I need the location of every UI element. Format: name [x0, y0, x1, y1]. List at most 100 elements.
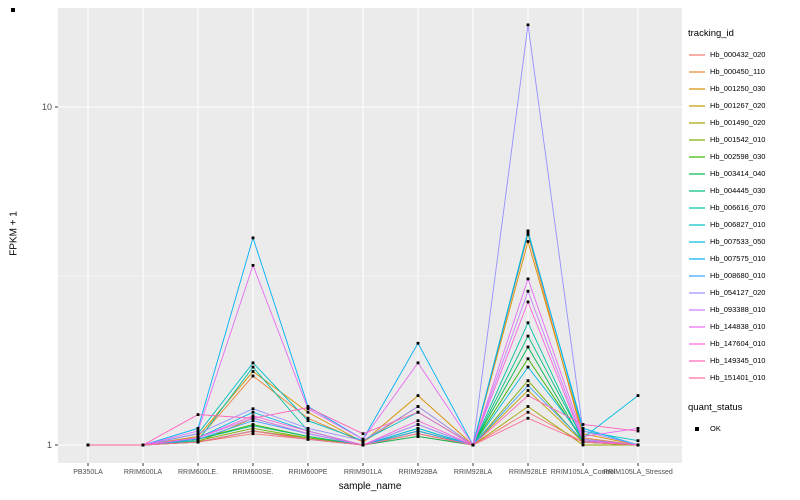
data-point — [251, 410, 255, 414]
legend-item-Hb_093388_010: Hb_093388_010 — [688, 301, 798, 318]
data-point — [361, 432, 365, 436]
data-point — [251, 365, 255, 369]
legend-item-Hb_147604_010: Hb_147604_010 — [688, 335, 798, 352]
legend-item-quant-OK: OK — [688, 420, 798, 437]
data-point — [581, 443, 585, 447]
data-point — [526, 277, 530, 281]
data-point — [526, 384, 530, 387]
data-point — [526, 289, 530, 293]
data-point — [306, 426, 310, 430]
legend-key-line — [689, 291, 705, 294]
data-point — [361, 437, 365, 441]
legend-item-Hb_054127_020: Hb_054127_020 — [688, 284, 798, 301]
legend-item-Hb_003414_040: Hb_003414_040 — [688, 165, 798, 182]
legend-label: Hb_002598_030 — [710, 152, 766, 161]
data-point — [251, 432, 255, 436]
legend-item-Hb_149345_010: Hb_149345_010 — [688, 352, 798, 369]
data-point — [636, 443, 640, 447]
data-point — [251, 370, 255, 373]
legend-item-Hb_001250_030: Hb_001250_030 — [688, 80, 798, 97]
data-point — [86, 443, 90, 447]
legend-label: Hb_004445_030 — [710, 186, 766, 195]
data-point — [581, 435, 585, 438]
legend-key-line — [689, 206, 705, 209]
data-point — [526, 334, 530, 338]
data-point — [306, 406, 310, 410]
data-point — [581, 423, 585, 426]
legend-label: Hb_149345_010 — [710, 356, 766, 365]
legend-label: Hb_000450_110 — [710, 67, 765, 76]
data-point — [306, 429, 310, 433]
data-point — [251, 361, 255, 365]
data-point — [526, 389, 530, 392]
x-tick-label: RRIM600SE. — [233, 469, 274, 476]
data-point — [636, 439, 640, 443]
data-point — [251, 374, 255, 378]
legend-key-line — [689, 223, 705, 226]
data-point — [416, 405, 420, 408]
legend-key-line — [689, 70, 705, 73]
data-point — [251, 236, 255, 240]
legend-key-line — [689, 376, 705, 379]
legend-key-line — [689, 325, 705, 328]
legend-label: Hb_147604_010 — [710, 339, 766, 348]
legend-title-quant-status: quant_status — [688, 402, 743, 413]
data-point — [416, 423, 420, 426]
x-tick-label: RRIM105LA_Stressed — [603, 469, 673, 476]
legend-key-point — [695, 426, 699, 431]
data-point — [251, 407, 255, 411]
data-point — [416, 426, 420, 430]
data-point — [636, 426, 640, 430]
legend-label: Hb_006616_070 — [710, 203, 766, 212]
data-point — [416, 341, 420, 345]
x-tick-label: RRIM600PE — [289, 469, 328, 476]
legend-label: Hb_000432_020 — [710, 50, 766, 59]
data-point — [196, 432, 200, 436]
legend-key-line — [689, 138, 705, 141]
data-point — [526, 300, 530, 304]
legend-key-line — [689, 342, 705, 345]
data-point — [526, 229, 530, 233]
legend-item-Hb_006827_010: Hb_006827_010 — [688, 216, 798, 233]
legend-key-line — [689, 53, 705, 56]
legend-label: Hb_093388_010 — [710, 305, 766, 314]
legend-item-Hb_008680_010: Hb_008680_010 — [688, 267, 798, 284]
legend-label: Hb_006827_010 — [710, 220, 766, 229]
data-point — [361, 439, 365, 443]
legend-label: Hb_007533_050 — [710, 237, 766, 246]
x-tick-label: RRIM928LE — [509, 469, 547, 476]
data-point — [361, 443, 365, 447]
data-point — [196, 436, 200, 440]
legend-key-line — [689, 104, 705, 107]
legend-key-line — [689, 308, 705, 311]
data-point — [416, 419, 420, 423]
data-point — [251, 263, 255, 267]
legend-label: Hb_144838_010 — [710, 322, 766, 331]
data-point — [251, 416, 255, 420]
data-point — [526, 240, 530, 243]
legend-label: Hb_008680_010 — [710, 271, 766, 280]
data-point — [581, 432, 585, 436]
legend-label: Hb_001490_020 — [710, 118, 766, 127]
data-point — [526, 321, 530, 325]
data-point — [251, 414, 255, 418]
legend-label: Hb_007575_010 — [710, 254, 766, 263]
data-point — [306, 437, 310, 441]
legend-key-line — [689, 172, 705, 175]
data-point — [196, 429, 200, 433]
data-point — [361, 440, 365, 444]
data-point — [526, 410, 530, 414]
legend-quant-items: OK — [688, 420, 798, 437]
y-tick-label: 1 — [47, 440, 52, 450]
legend-label: Hb_054127_020 — [710, 288, 766, 297]
data-point — [306, 416, 310, 420]
legend-item-Hb_001267_020: Hb_001267_020 — [688, 97, 798, 114]
x-tick-label: RRIM105LA_Control — [551, 469, 616, 476]
data-point — [306, 419, 310, 423]
legend-item-Hb_144838_010: Hb_144838_010 — [688, 318, 798, 335]
data-point — [416, 432, 420, 436]
legend-key-line — [689, 121, 705, 124]
data-point — [196, 439, 200, 443]
legend-item-Hb_002598_030: Hb_002598_030 — [688, 148, 798, 165]
